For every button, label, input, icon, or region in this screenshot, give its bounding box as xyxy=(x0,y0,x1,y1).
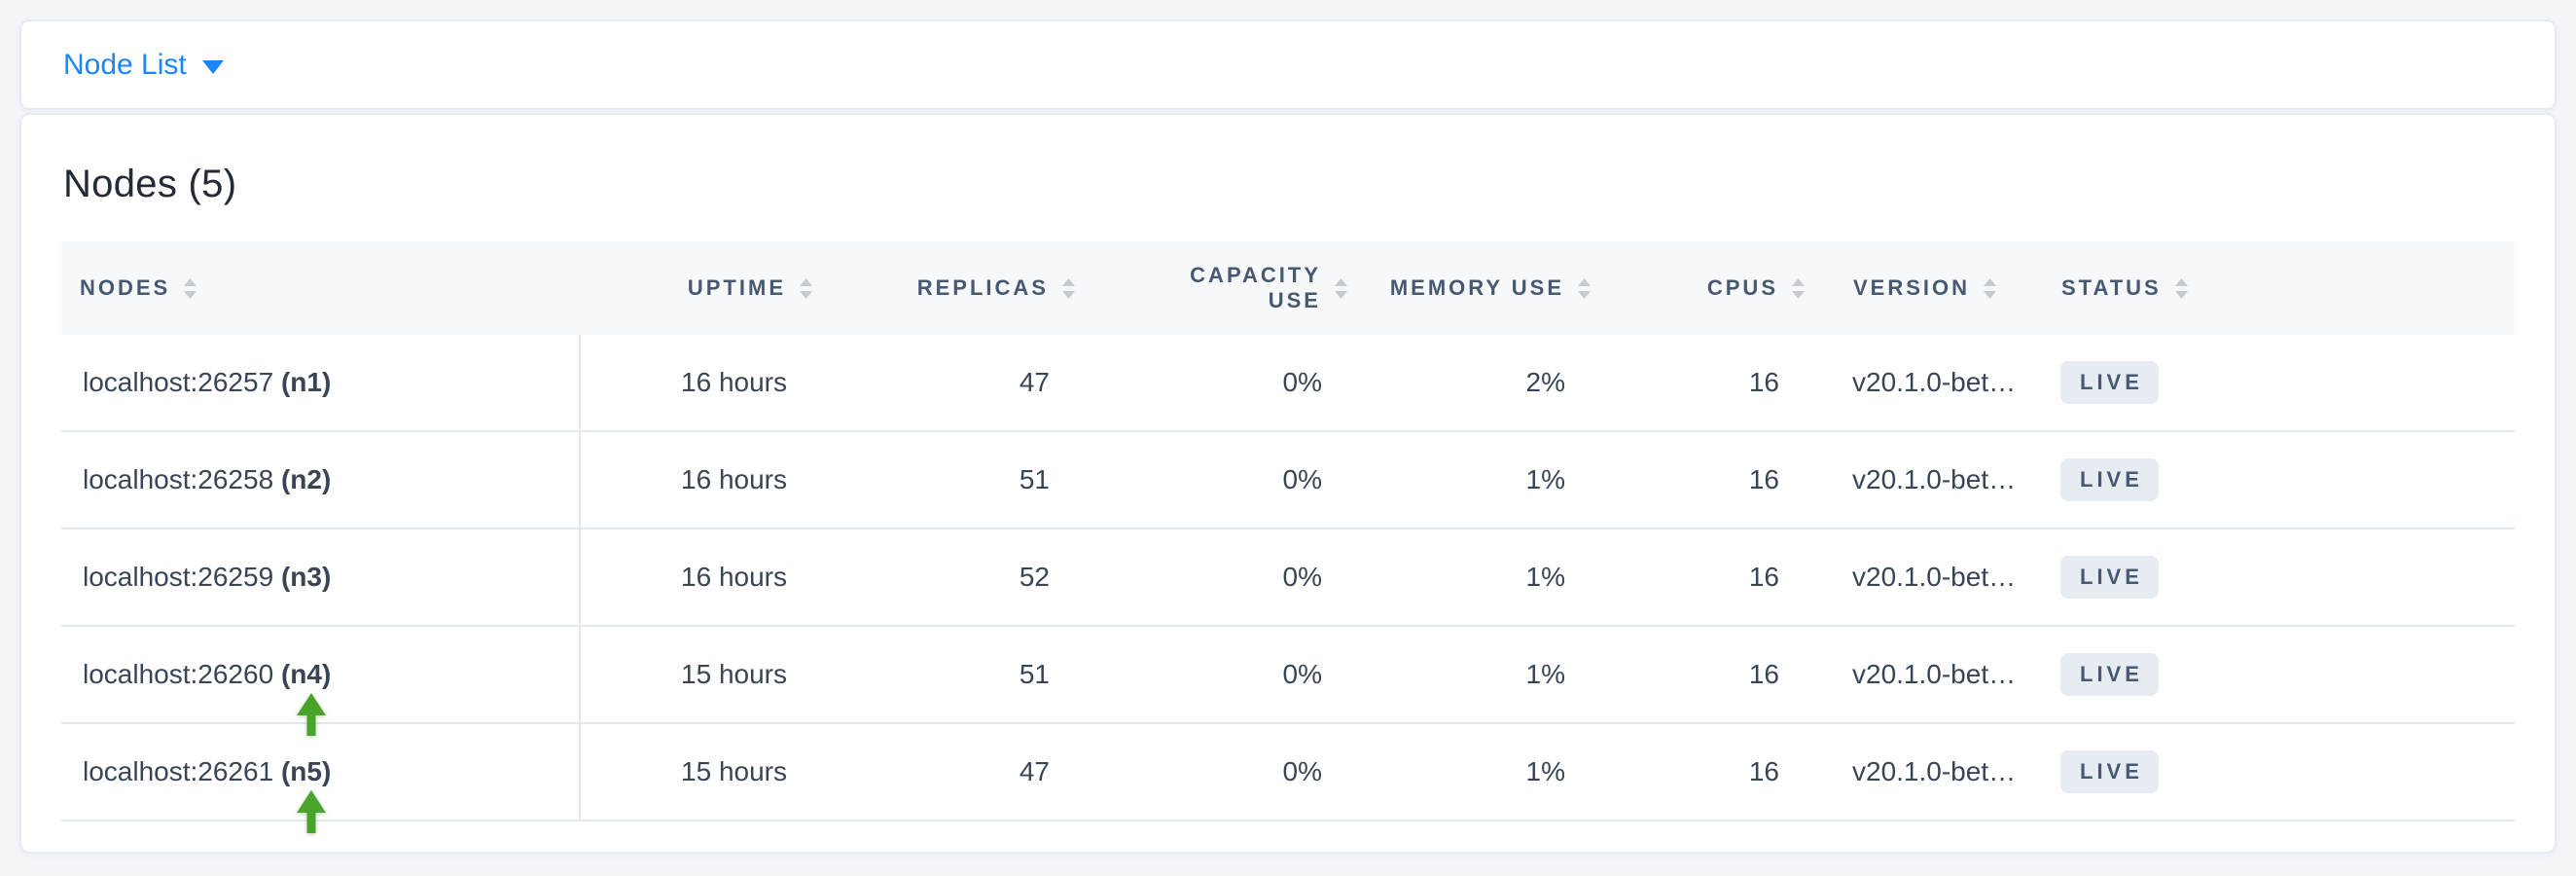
sort-icon xyxy=(800,277,812,299)
node-list-dropdown-label: Node List xyxy=(63,48,187,81)
cell-capacity_use: 0% xyxy=(1076,722,1348,821)
status-badge: LIVE xyxy=(2060,750,2159,793)
column-header-capacity_use[interactable]: CAPACITY USE xyxy=(1076,241,1348,335)
status-badge: LIVE xyxy=(2060,653,2159,696)
node-address: localhost:26258 xyxy=(83,464,281,494)
cell-cpus: 16 xyxy=(1592,625,1806,723)
cell-uptime: 16 hours xyxy=(580,335,813,431)
sort-icon xyxy=(1062,277,1075,299)
cell-memory_use: 1% xyxy=(1348,528,1592,626)
cell-memory_use: 1% xyxy=(1348,722,1592,821)
cell-status: LIVE xyxy=(2053,528,2515,626)
column-label: CPUS xyxy=(1706,275,1778,300)
cell-capacity_use: 0% xyxy=(1076,430,1348,529)
node-table-head: NODES UPTIME REPLICAS CAPACITY USE MEMORY US… xyxy=(61,241,2515,335)
column-header-nodes[interactable]: NODES xyxy=(61,241,580,335)
sort-icon xyxy=(2174,277,2188,299)
column-label: STATUS xyxy=(2061,275,2162,300)
column-label: UPTIME xyxy=(687,275,786,300)
column-label: NODES xyxy=(80,275,171,300)
cell-cpus: 16 xyxy=(1592,722,1806,821)
cell-uptime: 16 hours xyxy=(580,430,813,529)
cell-node-name[interactable]: localhost:26259 (n3) xyxy=(61,528,581,626)
cell-status: LIVE xyxy=(2053,430,2515,529)
cell-replicas: 47 xyxy=(813,335,1076,431)
cell-status: LIVE xyxy=(2053,625,2515,723)
table-row: localhost:26261 (n5) 15 hours 47 0% 1% 16 v20.… xyxy=(61,722,2515,833)
node-address: localhost:26257 xyxy=(83,367,281,397)
status-badge: LIVE xyxy=(2060,556,2159,599)
cell-node-name[interactable]: localhost:26258 (n2) xyxy=(61,430,581,529)
cell-replicas: 47 xyxy=(813,722,1076,821)
column-header-memory_use[interactable]: MEMORY USE xyxy=(1348,241,1592,335)
cell-cpus: 16 xyxy=(1592,335,1806,431)
cell-replicas: 51 xyxy=(813,625,1076,723)
sort-icon xyxy=(1578,277,1591,299)
cell-version: v20.1.0-bet… xyxy=(1806,625,2053,723)
column-label: MEMORY USE xyxy=(1389,275,1564,300)
status-badge: LIVE xyxy=(2060,458,2159,501)
nodes-card: Nodes (5) NODES UPTIME REPLICAS CAPACITY US… xyxy=(19,113,2557,854)
nodes-table: NODES UPTIME REPLICAS CAPACITY USE MEMORY US… xyxy=(61,241,2515,833)
cell-cpus: 16 xyxy=(1592,528,1806,626)
cell-memory_use: 1% xyxy=(1348,625,1592,723)
chevron-down-icon xyxy=(201,59,224,74)
annotation-arrow-up-icon xyxy=(297,790,326,833)
summary-bar: Node List xyxy=(19,19,2557,110)
cell-node-name[interactable]: localhost:26260 (n4) xyxy=(61,625,581,736)
column-header-status[interactable]: STATUS xyxy=(2053,241,2515,335)
cell-cpus: 16 xyxy=(1592,430,1806,529)
node-address: localhost:26261 xyxy=(83,756,281,786)
cell-memory_use: 1% xyxy=(1348,430,1592,529)
node-id: (n2) xyxy=(280,464,332,494)
sort-icon xyxy=(1792,277,1805,299)
cell-uptime: 16 hours xyxy=(580,528,813,626)
cell-status: LIVE xyxy=(2053,335,2515,431)
cell-uptime: 15 hours xyxy=(580,625,813,723)
status-badge: LIVE xyxy=(2060,361,2159,404)
column-label: CAPACITY USE xyxy=(1190,263,1321,312)
header-row: NODES UPTIME REPLICAS CAPACITY USE MEMORY US… xyxy=(61,241,2515,335)
cell-capacity_use: 0% xyxy=(1076,528,1348,626)
node-address: localhost:26259 xyxy=(83,562,281,592)
node-address: localhost:26260 xyxy=(83,659,281,689)
cell-node-name[interactable]: localhost:26261 (n5) xyxy=(61,722,581,833)
sort-icon xyxy=(1335,277,1347,299)
cell-version: v20.1.0-bet… xyxy=(1806,722,2053,821)
cell-version: v20.1.0-bet… xyxy=(1806,528,2053,626)
cell-version: v20.1.0-bet… xyxy=(1806,430,2053,529)
table-row: localhost:26258 (n2) 16 hours 51 0% 1% 16 v20.… xyxy=(61,430,2515,529)
node-id: (n1) xyxy=(280,367,332,397)
cell-capacity_use: 0% xyxy=(1076,625,1348,723)
cell-status: LIVE xyxy=(2053,722,2515,821)
node-id: (n5) xyxy=(280,756,332,786)
column-header-replicas[interactable]: REPLICAS xyxy=(813,241,1076,335)
node-id: (n4) xyxy=(280,659,332,689)
sort-icon xyxy=(1984,277,1997,299)
column-header-version[interactable]: VERSION xyxy=(1806,241,2053,335)
table-row: localhost:26260 (n4) 15 hours 51 0% 1% 16 v20.… xyxy=(61,625,2515,736)
column-header-cpus[interactable]: CPUS xyxy=(1592,241,1806,335)
cell-memory_use: 2% xyxy=(1348,335,1592,431)
node-id: (n3) xyxy=(280,562,332,592)
table-row: localhost:26259 (n3) 16 hours 52 0% 1% 16 v20.… xyxy=(61,528,2515,626)
cell-version: v20.1.0-bet… xyxy=(1806,335,2053,431)
column-label: REPLICAS xyxy=(916,275,1049,300)
page-title: Nodes (5) xyxy=(63,163,237,205)
table-row: localhost:26257 (n1) 16 hours 47 0% 2% 16 v20.… xyxy=(61,335,2515,431)
cell-node-name[interactable]: localhost:26257 (n1) xyxy=(61,335,581,431)
cell-capacity_use: 0% xyxy=(1076,335,1348,431)
cell-uptime: 15 hours xyxy=(580,722,813,821)
cell-replicas: 51 xyxy=(813,430,1076,529)
column-header-uptime[interactable]: UPTIME xyxy=(580,241,813,335)
node-table-body: localhost:26257 (n1) 16 hours 47 0% 2% 16 v20.… xyxy=(61,335,2515,833)
cell-replicas: 52 xyxy=(813,528,1076,626)
sort-icon xyxy=(184,277,197,299)
node-list-dropdown[interactable]: Node List xyxy=(63,49,224,82)
column-label: VERSION xyxy=(1853,275,1971,300)
